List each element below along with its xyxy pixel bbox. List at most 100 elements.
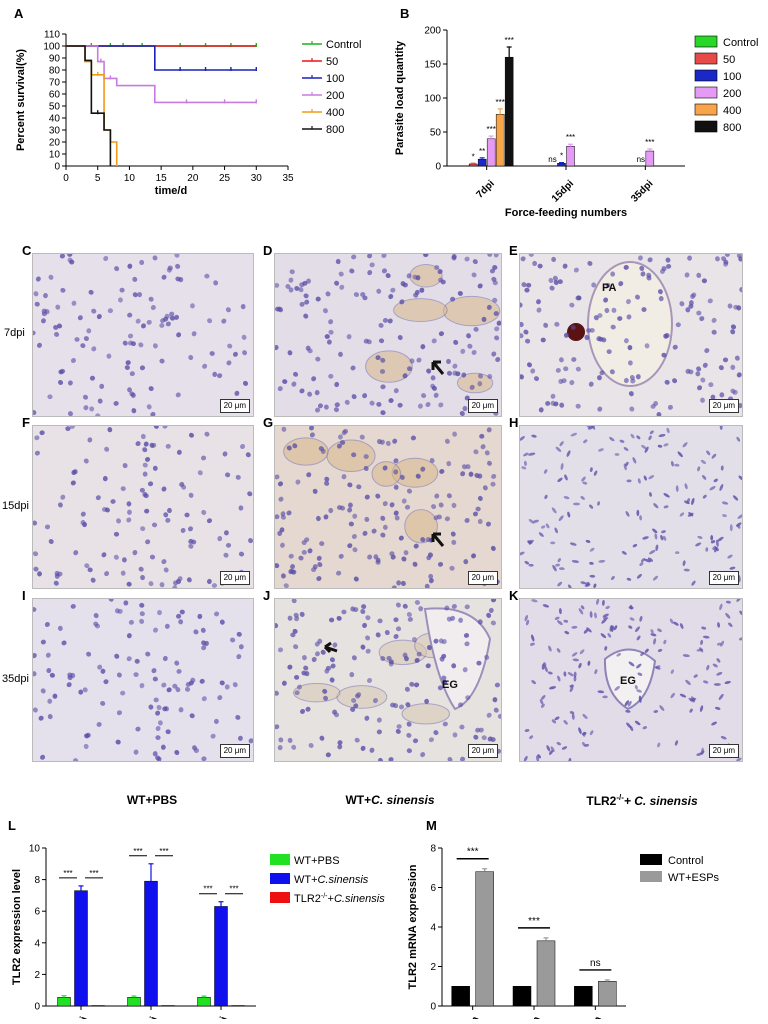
nucleus bbox=[34, 435, 40, 441]
nucleus bbox=[649, 492, 653, 497]
x-tick-label: 25 bbox=[219, 173, 231, 184]
nucleus bbox=[189, 713, 196, 719]
nucleus bbox=[72, 757, 79, 761]
nucleus bbox=[602, 600, 605, 606]
nucleus bbox=[636, 635, 641, 641]
nucleus bbox=[406, 488, 413, 495]
nucleus bbox=[482, 484, 489, 491]
nucleus bbox=[479, 434, 485, 439]
y-tick-label: 20 bbox=[49, 138, 61, 149]
nucleus bbox=[729, 566, 736, 570]
nucleus bbox=[238, 551, 244, 557]
nucleus bbox=[625, 710, 631, 714]
nucleus bbox=[179, 707, 184, 712]
nucleus bbox=[684, 483, 688, 490]
nucleus bbox=[308, 426, 314, 431]
nucleus bbox=[719, 603, 724, 610]
nucleus bbox=[544, 494, 548, 499]
nucleus bbox=[113, 265, 120, 272]
nucleus bbox=[192, 628, 199, 635]
nucleus bbox=[637, 478, 641, 484]
nucleus bbox=[78, 689, 83, 694]
nucleus bbox=[734, 355, 741, 362]
nucleus bbox=[347, 482, 354, 488]
nucleus bbox=[241, 334, 247, 341]
nucleus bbox=[442, 721, 448, 727]
legend-label: WT+C.sinensis bbox=[294, 874, 369, 886]
nucleus bbox=[139, 611, 145, 617]
nucleus bbox=[141, 446, 148, 453]
nucleus bbox=[493, 334, 500, 341]
nucleus bbox=[180, 527, 187, 534]
nucleus bbox=[348, 521, 354, 527]
nucleus bbox=[152, 255, 159, 262]
nucleus bbox=[683, 654, 690, 658]
nucleus bbox=[595, 599, 599, 605]
nucleus bbox=[387, 293, 394, 300]
nucleus bbox=[702, 494, 707, 499]
nucleus bbox=[598, 560, 605, 564]
nucleus bbox=[281, 573, 286, 579]
micrograph-c: 20 μm bbox=[32, 253, 254, 417]
nucleus bbox=[717, 622, 720, 628]
nucleus bbox=[433, 493, 440, 500]
nucleus bbox=[604, 646, 608, 651]
nucleus bbox=[696, 272, 702, 278]
bar-WT+ESPs bbox=[476, 872, 494, 1006]
nucleus bbox=[520, 435, 526, 441]
nucleus bbox=[707, 298, 714, 304]
nucleus bbox=[59, 254, 66, 259]
nucleus bbox=[224, 530, 229, 536]
nucleus bbox=[288, 277, 294, 283]
nucleus bbox=[690, 498, 695, 506]
nucleus bbox=[711, 453, 717, 459]
nucleus bbox=[184, 686, 190, 692]
nucleus bbox=[277, 385, 284, 392]
nucleus bbox=[593, 583, 597, 588]
nucleus bbox=[85, 651, 92, 658]
nucleus bbox=[621, 550, 627, 555]
nucleus bbox=[415, 357, 422, 364]
y-tick-label: 0 bbox=[435, 162, 441, 173]
nucleus bbox=[162, 426, 169, 430]
nucleus bbox=[615, 453, 620, 456]
nucleus bbox=[563, 366, 569, 371]
nucleus bbox=[306, 391, 312, 398]
nucleus bbox=[594, 612, 598, 619]
nucleus bbox=[116, 709, 123, 716]
nucleus bbox=[414, 599, 421, 605]
nucleus bbox=[187, 525, 194, 532]
significance-label: *** bbox=[63, 869, 72, 878]
nucleus bbox=[126, 501, 131, 506]
nucleus bbox=[433, 392, 440, 399]
nucleus bbox=[586, 260, 593, 267]
nucleus bbox=[580, 476, 586, 482]
column-label-species: C. sinensis bbox=[371, 793, 434, 807]
nucleus bbox=[575, 366, 582, 372]
nucleus bbox=[494, 356, 501, 363]
nucleus bbox=[289, 269, 295, 275]
nucleus bbox=[38, 715, 45, 722]
nucleus bbox=[329, 677, 335, 684]
x-tick-label: 35 bbox=[282, 173, 294, 184]
nucleus bbox=[702, 278, 708, 283]
nucleus bbox=[452, 339, 459, 346]
nucleus bbox=[736, 371, 742, 378]
nucleus bbox=[33, 290, 39, 297]
legend-label: 100 bbox=[326, 73, 344, 85]
scale-bar: 20 μm bbox=[220, 744, 250, 758]
nucleus bbox=[175, 331, 182, 338]
legend-swatch-50 bbox=[695, 53, 717, 64]
nucleus bbox=[126, 632, 132, 638]
nucleus bbox=[597, 375, 602, 380]
nucleus bbox=[446, 461, 452, 467]
nucleus bbox=[143, 471, 148, 476]
nucleus bbox=[634, 626, 640, 633]
nucleus bbox=[559, 567, 565, 570]
nucleus bbox=[161, 274, 168, 281]
legend-label: 50 bbox=[326, 56, 338, 68]
legend-swatch-Control bbox=[695, 36, 717, 47]
nucleus bbox=[140, 488, 145, 493]
nucleus bbox=[571, 626, 577, 629]
micrograph-grid: 7dpi 15dpi 35dpi C D E F G H I J K 20 μm… bbox=[0, 235, 768, 815]
